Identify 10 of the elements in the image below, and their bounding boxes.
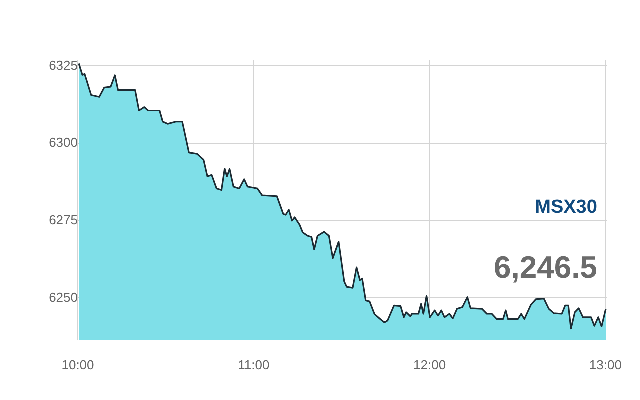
annotation: MSX30	[535, 197, 598, 218]
y-tick-label: 6275	[49, 212, 78, 228]
x-tick-label: 12:00	[414, 357, 446, 372]
x-tick-label: 11:00	[238, 357, 270, 372]
y-tick-label: 6300	[49, 135, 78, 150]
y-tick-label: 6325	[49, 58, 78, 73]
y-tick-label: 6250	[49, 290, 78, 305]
annotation: 6,246.5	[494, 250, 598, 285]
x-tick-label: 10:00	[62, 357, 94, 372]
x-tick-label: 13:00	[589, 357, 622, 372]
